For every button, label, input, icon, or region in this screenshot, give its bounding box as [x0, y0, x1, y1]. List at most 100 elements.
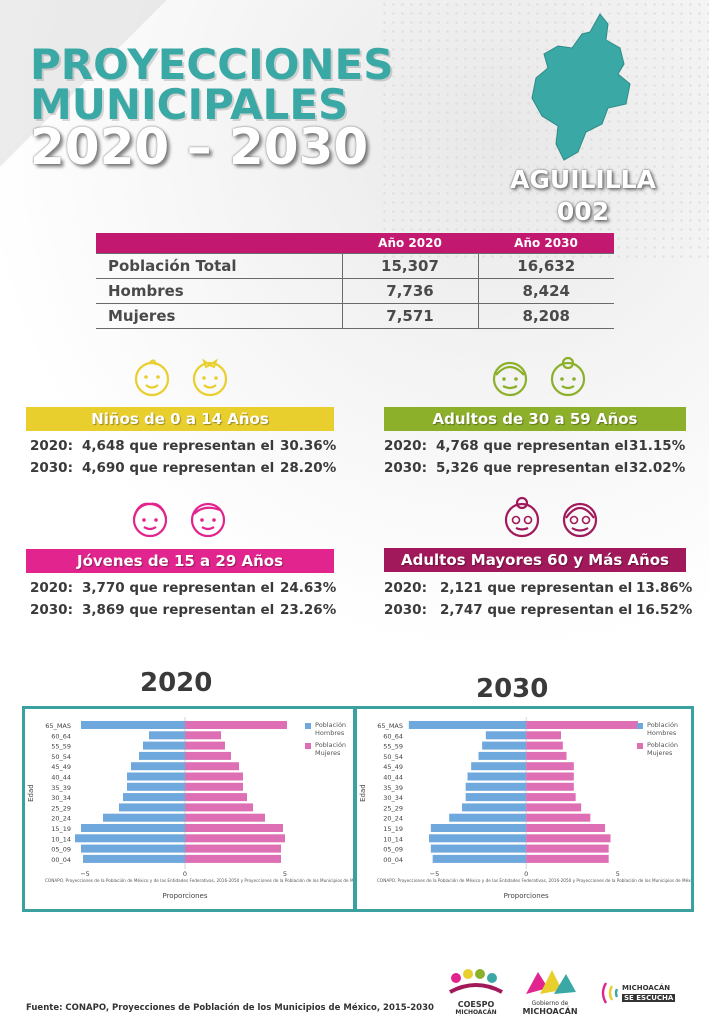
- group-seniors-2020: 2020: 2,121 que representan el 13.86%: [384, 580, 694, 596]
- bar-mujeres: [185, 721, 287, 729]
- count-text: 4,690 que representan el: [82, 460, 275, 476]
- group-adults-2030: 2030: 5,326 que representan el 32.02%: [384, 460, 694, 476]
- table-header-2020: Año 2020: [342, 233, 478, 253]
- coespo-subtext: MICHOACÁN: [455, 1009, 497, 1016]
- baby-girl-icon: [192, 358, 228, 397]
- bar-mujeres: [185, 854, 281, 863]
- legend-label: Hombres: [315, 729, 345, 737]
- bar-mujeres: [526, 793, 576, 802]
- count-text: 5,326 que representan el: [436, 460, 629, 476]
- bar-hombres: [143, 741, 185, 750]
- legend-swatch: [637, 743, 643, 749]
- count-text: 3,770 que representan el: [82, 580, 275, 596]
- chart-title-2020: 2020: [140, 668, 213, 698]
- x-axis-label: Proporciones: [162, 892, 207, 900]
- age-tick-label: 35_39: [383, 784, 403, 792]
- gobierno-subtext: MICHOACÁN: [522, 1007, 578, 1016]
- municipality-map-icon: [531, 13, 631, 161]
- year-label: 2030:: [30, 602, 73, 618]
- elderly-woman-icon: [504, 496, 540, 538]
- group-title-adults: Adultos de 30 a 59 Años: [384, 407, 686, 431]
- percent-value: 32.02%: [629, 460, 686, 476]
- value-2030: 8,424: [477, 278, 614, 304]
- age-tick-label: 65_MAS: [45, 722, 71, 730]
- pyramid-2020-frame: 65_MAS 60_64 55_59 50_54 45_49 40_44 35_39 30_3…: [22, 706, 356, 912]
- bar-mujeres: [185, 741, 225, 750]
- age-tick-label: 45_49: [383, 763, 403, 771]
- age-tick-label: 45_49: [51, 763, 71, 771]
- bar-hombres: [408, 721, 527, 729]
- chart-source-note: CONAPO. Proyecciones de la Población de …: [377, 878, 691, 883]
- bar-mujeres: [185, 731, 221, 740]
- bar-hombres: [81, 721, 185, 729]
- legend-label: Mujeres: [315, 749, 341, 757]
- bar-mujeres: [185, 824, 283, 832]
- value-2020: 7,571: [341, 303, 478, 329]
- percent-value: 24.63%: [280, 580, 337, 596]
- bar-mujeres: [185, 772, 243, 781]
- bar-mujeres: [526, 803, 582, 812]
- bar-hombres: [465, 782, 527, 791]
- se-escucha-text: SE ESCUCHA: [622, 994, 676, 1002]
- age-tick-label: 55_59: [383, 743, 403, 751]
- year-label: 2030:: [30, 460, 73, 476]
- bar-hombres: [103, 813, 185, 822]
- age-tick-label: 55_59: [51, 743, 71, 751]
- pyramid-2030-chart: 65_MAS 60_64 55_59 50_54 45_49 40_44 35_39 30_3…: [359, 717, 691, 900]
- bar-hombres: [75, 834, 185, 843]
- age-tick-label: 00_04: [51, 856, 71, 864]
- percent-value: 23.26%: [280, 602, 337, 618]
- bar-mujeres: [526, 721, 638, 729]
- bar-hombres: [467, 772, 527, 781]
- legend-label: Población: [647, 741, 678, 749]
- age-tick-label: 40_44: [51, 774, 71, 782]
- children-icons: [130, 355, 232, 399]
- percent-value: 16.52%: [636, 602, 693, 618]
- bar-hombres: [429, 834, 527, 843]
- bar-mujeres: [526, 762, 574, 771]
- value-2030: 8,208: [477, 303, 614, 329]
- count-text: 2,747 que representan el: [440, 602, 633, 618]
- gobierno-text: Gobierno de: [531, 1000, 569, 1007]
- bar-mujeres: [526, 731, 561, 740]
- age-tick-label: 60_64: [51, 732, 71, 740]
- bar-hombres: [127, 782, 185, 791]
- youth-icons: [128, 496, 230, 540]
- count-text: 4,648 que representan el: [82, 438, 275, 454]
- bar-hombres: [482, 741, 527, 750]
- title-line-2: MUNICIPALES: [30, 80, 349, 129]
- michoacan-text: MICHOACÁN: [622, 984, 671, 992]
- x-tick-label: 0: [183, 870, 187, 878]
- young-man-icon: [190, 502, 226, 538]
- chart-title-2030: 2030: [476, 674, 549, 704]
- x-axis-label: Proporciones: [504, 892, 549, 900]
- percent-value: 30.36%: [280, 438, 337, 454]
- bar-hombres: [478, 751, 527, 760]
- table-header-empty: [96, 233, 342, 253]
- bar-hombres: [430, 824, 527, 832]
- bar-hombres: [432, 854, 527, 863]
- bar-hombres: [485, 731, 527, 740]
- table-row: Hombres 7,736 8,424: [96, 278, 614, 304]
- age-tick-label: 00_04: [383, 856, 403, 864]
- count-text: 4,768 que representan el: [436, 438, 629, 454]
- bar-mujeres: [526, 772, 574, 781]
- bar-hombres: [81, 844, 185, 853]
- y-axis-label: Edad: [359, 784, 367, 802]
- coespo-logo: COESPO MICHOACÁN: [446, 966, 506, 1016]
- table-header-row: Año 2020 Año 2030: [96, 233, 614, 253]
- x-tick-label: 0: [524, 870, 528, 878]
- group-children-2020: 2020: 4,648 que representan el 30.36%: [30, 438, 340, 454]
- age-tick-label: 65_MAS: [377, 722, 403, 730]
- group-title-youth: Jóvenes de 15 a 29 Años: [26, 549, 334, 573]
- age-tick-label: 10_14: [51, 835, 71, 843]
- year-label: 2020:: [384, 438, 427, 454]
- x-tick-label: 5: [283, 870, 287, 878]
- row-label: Población Total: [96, 252, 342, 279]
- bar-hombres: [430, 844, 527, 853]
- bar-mujeres: [526, 751, 567, 760]
- percent-value: 28.20%: [280, 460, 337, 476]
- bar-mujeres: [526, 782, 574, 791]
- age-tick-label: 60_64: [383, 732, 403, 740]
- dot-pattern: [380, 0, 709, 260]
